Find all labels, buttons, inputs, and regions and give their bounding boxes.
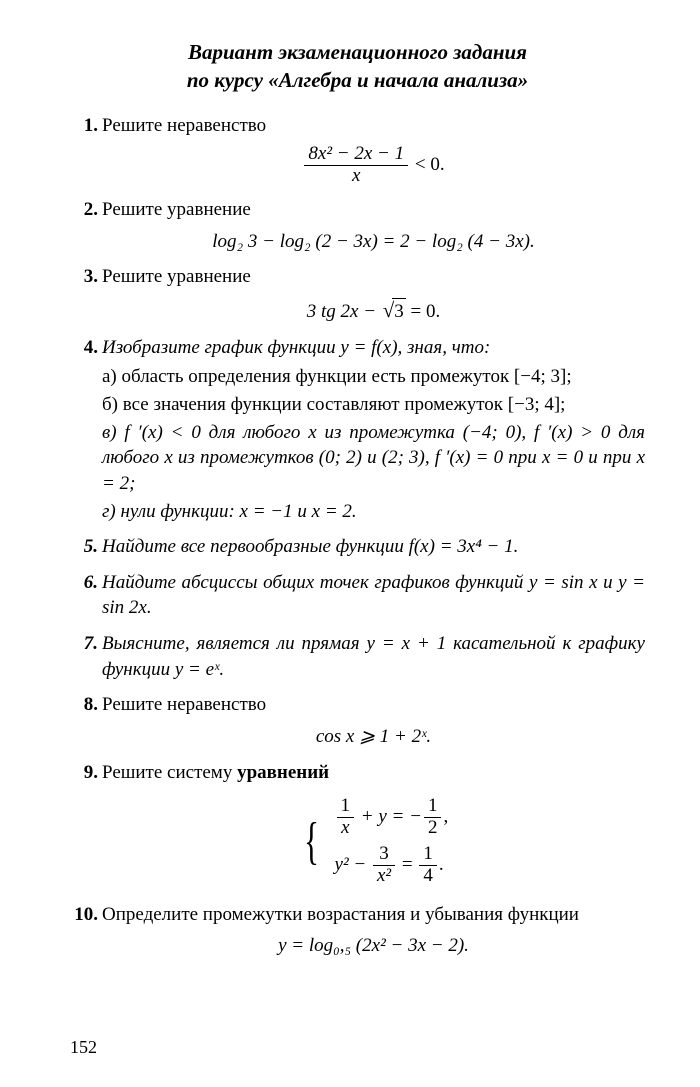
problem-4-c: в) f ′(x) < 0 для любого x из промежутка… <box>102 420 645 497</box>
problem-2-text: Решите уравнение <box>102 199 251 220</box>
problem-8-text: Решите неравенство <box>102 694 266 715</box>
problem-10-equation: y = log₀,₅ (2x² − 3x − 2). <box>102 933 645 959</box>
system-rows: 1 x + y = − 1 2 , y² − 3 x² = 1 <box>335 791 449 892</box>
page-number: 152 <box>70 1035 97 1059</box>
problem-4: Изобразите график функции y = f(x), зная… <box>70 335 645 524</box>
problem-10-text: Определите промежутки возрастания и убыв… <box>102 904 579 925</box>
problem-2-equation: log₂ 3 − log₂ (2 − 3x) = 2 − log₂ (4 − 3… <box>102 229 645 255</box>
problem-3-equation: 3 tg 2x − 3 = 0. <box>102 296 645 325</box>
problem-7: Выясните, является ли прямая y = x + 1 к… <box>70 631 645 682</box>
title-line-1: Вариант экзаменационного задания <box>188 40 527 64</box>
brace-icon: { <box>304 816 319 868</box>
page-title: Вариант экзаменационного задания по курс… <box>70 38 645 95</box>
problem-5: Найдите все первообразные функции f(x) =… <box>70 534 645 560</box>
problem-9-text-a: Решите систему <box>102 762 237 783</box>
problem-3-text: Решите уравнение <box>102 266 251 287</box>
fraction: 8x² − 2x − 1 x <box>304 144 408 187</box>
problem-3: Решите уравнение 3 tg 2x − 3 = 0. <box>70 264 645 324</box>
problem-10: Определите промежутки возрастания и убыв… <box>70 902 645 959</box>
problem-1: Решите неравенство 8x² − 2x − 1 x < 0. <box>70 113 645 187</box>
system-row-2: y² − 3 x² = 1 4 . <box>335 844 449 887</box>
problem-9: Решите систему уравнений { 1 x + y = − 1… <box>70 760 645 892</box>
title-line-2: по курсу «Алгебра и начала анализа» <box>187 68 528 92</box>
sqrt-icon: 3 <box>381 296 406 325</box>
system-row-1: 1 x + y = − 1 2 , <box>335 796 449 839</box>
problem-4-d: г) нули функции: x = −1 и x = 2. <box>102 499 645 525</box>
problem-list: Решите неравенство 8x² − 2x − 1 x < 0. Р… <box>70 113 645 959</box>
problem-9-system: { 1 x + y = − 1 2 , y² − 3 <box>102 791 645 892</box>
problem-6: Найдите абсциссы общих точек графиков фу… <box>70 570 645 621</box>
problem-8-equation: cos x ⩾ 1 + 2ˣ. <box>102 724 645 750</box>
problem-4-subitems: а) область определения функции есть пром… <box>102 364 645 524</box>
problem-4-intro: Изобразите график функции y = f(x), зная… <box>102 337 490 358</box>
problem-4-b: б) все значения функции составляют проме… <box>102 392 645 418</box>
problem-1-equation: 8x² − 2x − 1 x < 0. <box>102 144 645 187</box>
problem-1-text: Решите неравенство <box>102 115 266 136</box>
problem-2: Решите уравнение log₂ 3 − log₂ (2 − 3x) … <box>70 197 645 254</box>
problem-8: Решите неравенство cos x ⩾ 1 + 2ˣ. <box>70 692 645 749</box>
page: Вариант экзаменационного задания по курс… <box>0 0 700 1087</box>
problem-4-a: а) область определения функции есть пром… <box>102 364 645 390</box>
problem-9-text-b: уравнений <box>237 762 329 783</box>
